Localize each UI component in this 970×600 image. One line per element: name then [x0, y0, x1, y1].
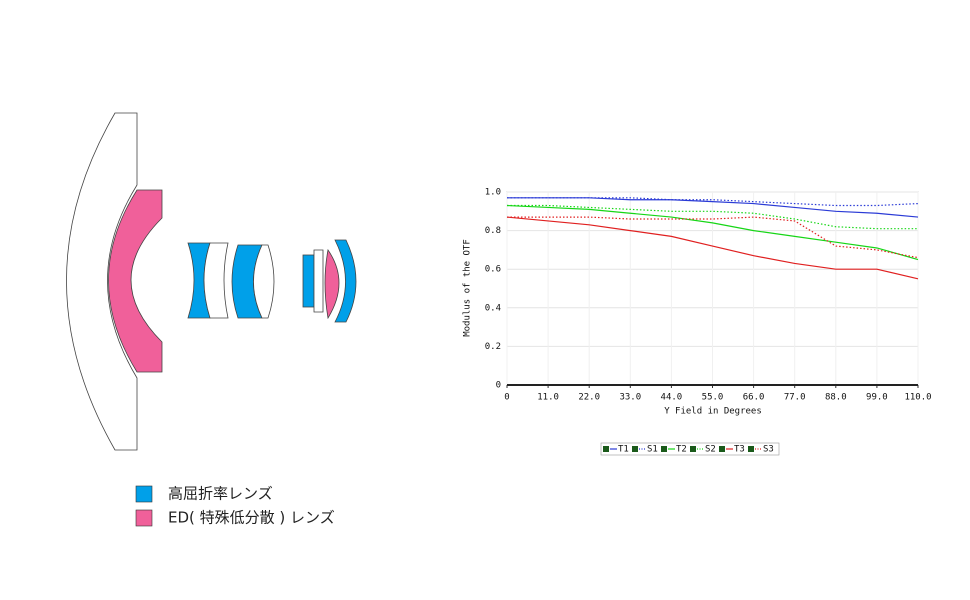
y-tick-label: 0.6	[485, 265, 501, 275]
lens-element	[66, 112, 138, 451]
chart: Y Field in Degrees Modulus of the OTF 00…	[463, 188, 932, 456]
x-tick-label: 44.0	[661, 393, 683, 403]
lens-element	[108, 189, 163, 373]
x-tick-label: 0	[504, 393, 509, 403]
legend-label: 高屈折率レンズ	[168, 485, 273, 503]
legend-swatch	[135, 485, 153, 503]
legend-label: S1	[647, 445, 658, 455]
y-tick-label: 0.2	[485, 342, 501, 352]
x-axis-label: Y Field in Degrees	[664, 407, 762, 417]
legend-label: S2	[705, 445, 716, 455]
lens-element	[253, 244, 275, 319]
lens-element	[334, 239, 357, 323]
legend-label: T1	[618, 445, 629, 455]
lens-element	[302, 254, 315, 308]
legend-icon	[661, 446, 667, 452]
x-tick-label: 66.0	[743, 393, 765, 403]
legend-label: S3	[763, 445, 774, 455]
series-line	[506, 204, 919, 261]
x-tick-label: 11.0	[537, 393, 559, 403]
x-tick-label: 55.0	[702, 393, 724, 403]
legend-icon	[690, 446, 696, 452]
lens-element	[324, 248, 340, 320]
y-axis-label: Modulus of the OTF	[463, 239, 473, 337]
legend-swatch	[135, 509, 153, 527]
y-tick-label: 0.4	[485, 303, 501, 313]
x-tick-label: 110.0	[904, 393, 931, 403]
legend-icon	[719, 446, 725, 452]
y-tick-label: 1.0	[485, 188, 501, 198]
legend-label: T2	[676, 445, 687, 455]
lens-element	[203, 242, 229, 319]
y-tick-label: 0.8	[485, 226, 501, 236]
x-tick-label: 88.0	[825, 393, 847, 403]
lens-legend: 高屈折率レンズ ED( 特殊低分散 ) レンズ	[135, 485, 335, 527]
legend-icon	[603, 446, 609, 452]
lens-element	[313, 249, 324, 313]
x-tick-label: 99.0	[866, 393, 888, 403]
lens-diagram	[66, 112, 357, 451]
x-tick-label: 22.0	[578, 393, 600, 403]
legend-label: ED( 特殊低分散 ) レンズ	[168, 509, 335, 527]
series-line	[506, 216, 919, 280]
y-tick-label: 0	[496, 381, 501, 391]
series-line	[507, 197, 919, 218]
series-line	[507, 204, 918, 230]
legend-label: T3	[734, 445, 745, 455]
x-tick-label: 77.0	[784, 393, 806, 403]
x-tick-label: 33.0	[619, 393, 641, 403]
legend-icon	[748, 446, 754, 452]
legend-icon	[632, 446, 638, 452]
